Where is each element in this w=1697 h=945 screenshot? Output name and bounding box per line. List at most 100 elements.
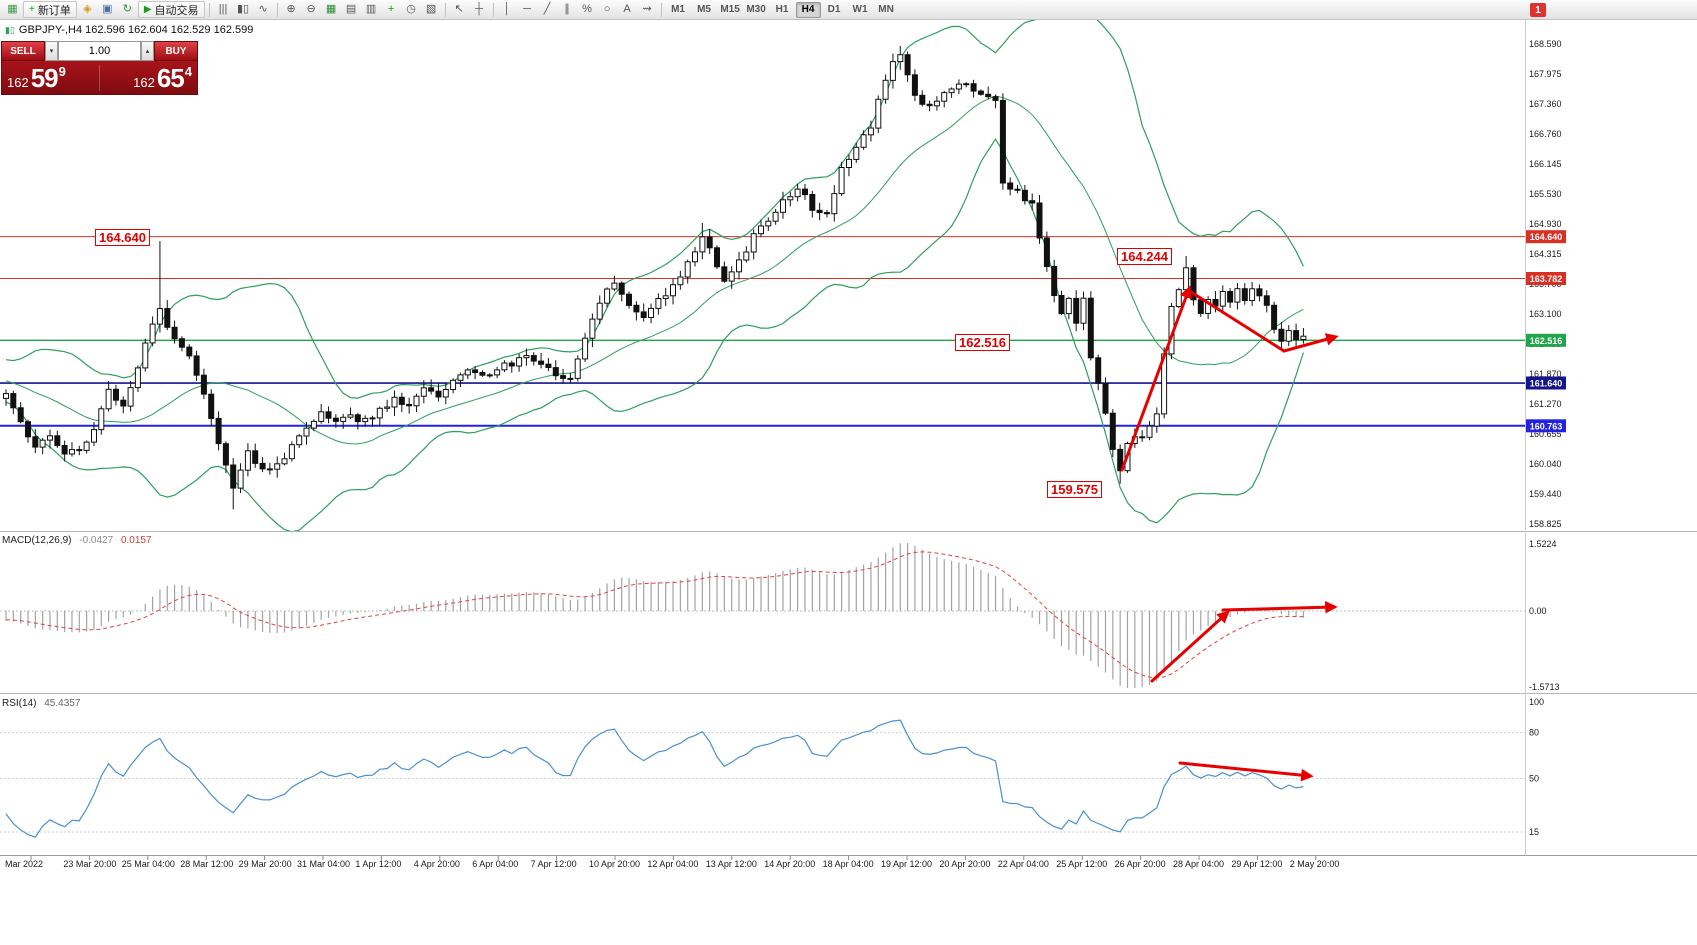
channel-icon[interactable]: ∥ [564,3,570,15]
price-annotation-164-640[interactable]: 164.640 [95,229,150,246]
svg-text:25 Apr 12:00: 25 Apr 12:00 [1056,859,1107,869]
shapes-icon[interactable]: ○ [603,3,611,15]
timeframe-m1-button[interactable]: M1 [671,4,685,15]
autotrade-button-label: 自动交易 [154,4,199,17]
svg-text:100: 100 [1529,697,1544,707]
svg-text:164.640: 164.640 [1530,232,1563,242]
svg-text:160.655: 160.655 [1529,429,1562,439]
svg-text:19 Apr 12:00: 19 Apr 12:00 [881,859,932,869]
svg-text:28 Mar 12:00: 28 Mar 12:00 [180,859,233,869]
svg-text:31 Mar 04:00: 31 Mar 04:00 [297,859,350,869]
toolbar-separator [276,2,278,17]
tile-windows-icon[interactable]: ▦ [325,3,337,15]
chart-window-icon[interactable]: ▦ [7,3,18,15]
svg-text:25 Mar 04:00: 25 Mar 04:00 [122,859,175,869]
svg-text:165.530: 165.530 [1529,189,1562,199]
toolbar-separator [444,2,446,17]
ask-pip-digit: 4 [184,63,192,79]
zoom-in-icon[interactable]: ⊕ [286,3,296,15]
svg-text:168.590: 168.590 [1529,39,1562,49]
svg-text:18 Apr 04:00: 18 Apr 04:00 [823,859,874,869]
rsi-value: 45.4357 [44,698,81,709]
chart-title-icon: ▮▯ [5,24,15,35]
vertical-line-icon[interactable]: │ [503,3,511,15]
svg-text:161.270: 161.270 [1529,399,1562,409]
timeframe-mn-button[interactable]: MN [878,4,894,15]
add-indicator-icon[interactable]: + [387,3,395,15]
svg-text:28 Apr 04:00: 28 Apr 04:00 [1173,859,1224,869]
svg-text:26 Apr 20:00: 26 Apr 20:00 [1115,859,1166,869]
bid-price[interactable]: 162 59 9 [7,65,66,91]
timeframe-m15-button[interactable]: M15 [720,4,740,15]
text-icon[interactable]: A [623,3,631,15]
bid-prefix: 162 [7,74,29,90]
toolbar-separator [208,2,210,17]
svg-text:13 Apr 12:00: 13 Apr 12:00 [706,859,757,869]
line-chart-icon[interactable]: ∿ [258,3,268,15]
crosshair-icon[interactable]: ┼ [475,3,483,15]
autotrade-button[interactable]: ▶ 自动交易 [137,1,205,18]
new-order-button[interactable]: + 新订单 [23,1,77,18]
macd-signal-value: 0.0157 [120,535,152,546]
trendline-icon[interactable]: ╱ [543,3,551,15]
svg-text:163.782: 163.782 [1530,274,1563,284]
autotrade-play-icon: ▶ [143,4,152,15]
svg-text:164.315: 164.315 [1529,249,1562,259]
svg-text:1 Apr 12:00: 1 Apr 12:00 [355,859,401,869]
price-annotation-159-575[interactable]: 159.575 [1047,481,1102,498]
macd-value: -0.0427 [79,535,114,546]
timeframe-h4-button[interactable]: H4 [795,1,821,18]
templates-icon[interactable]: ▧ [425,3,437,15]
refresh-icon[interactable]: ↻ [122,3,132,15]
sell-button[interactable]: SELL [1,41,45,61]
svg-text:15: 15 [1529,827,1539,837]
zoom-out-icon[interactable]: ⊖ [306,3,316,15]
svg-text:80: 80 [1529,728,1539,738]
arrows-icon[interactable]: ⇝ [642,3,652,15]
bid-pip-digit: 9 [58,63,66,79]
svg-text:166.145: 166.145 [1529,159,1562,169]
svg-text:14 Apr 20:00: 14 Apr 20:00 [764,859,815,869]
svg-text:10 Apr 20:00: 10 Apr 20:00 [589,859,640,869]
new-order-button-label: 新订单 [37,4,71,17]
cursor-icon[interactable]: ↖ [454,3,464,15]
timeframe-m30-button[interactable]: M30 [746,4,766,15]
volume-decrease-icon[interactable]: ▾ [45,41,58,61]
ask-price[interactable]: 162 65 4 [133,65,192,91]
arrange-windows-icon[interactable]: ▥ [365,3,377,15]
svg-text:2 May 20:00: 2 May 20:00 [1290,859,1340,869]
candlestick-chart-icon[interactable]: ▮▯ [236,3,250,15]
cascade-windows-icon[interactable]: ▤ [345,3,357,15]
buy-button[interactable]: BUY [154,41,198,61]
svg-text:12 Apr 04:00: 12 Apr 04:00 [647,859,698,869]
bid-big-digits: 59 [30,62,59,93]
svg-text:23 Mar 20:00: 23 Mar 20:00 [63,859,116,869]
fibonacci-icon[interactable]: % [582,3,592,15]
timeframe-d1-button[interactable]: D1 [827,4,841,15]
svg-text:167.975: 167.975 [1529,69,1562,79]
rsi-indicator-label: RSI(14) 45.4357 [2,698,80,709]
svg-text:22 Apr 04:00: 22 Apr 04:00 [998,859,1049,869]
volume-input[interactable] [58,41,141,61]
volume-increase-icon[interactable]: ▴ [141,41,154,61]
notification-badge[interactable]: 1 [1530,3,1546,17]
ask-prefix: 162 [133,74,155,90]
horizontal-line-icon[interactable]: ─ [523,3,531,15]
svg-text:166.760: 166.760 [1529,129,1562,139]
timeframe-h1-button[interactable]: H1 [775,4,789,15]
svg-text:Mar 2022: Mar 2022 [5,859,43,869]
periods-icon[interactable]: ◷ [406,3,416,15]
compass-icon[interactable]: ◈ [83,3,92,15]
rsi-name: RSI(14) [2,698,37,709]
timeframe-m5-button[interactable]: M5 [697,4,711,15]
chart-title-text: GBPJPY-,H4 162.596 162.604 162.529 162.5… [18,24,254,36]
price-annotation-162-516[interactable]: 162.516 [955,334,1010,351]
price-annotation-164-244[interactable]: 164.244 [1117,248,1172,265]
timeframe-w1-button[interactable]: W1 [852,4,868,15]
macd-indicator-label: MACD(12,26,9) -0.0427 0.0157 [2,535,152,546]
svg-text:162.516: 162.516 [1530,336,1563,346]
bar-chart-icon[interactable]: ||| [218,3,228,15]
profiles-icon[interactable]: ▣ [102,3,113,15]
toolbar-separator [492,2,494,17]
